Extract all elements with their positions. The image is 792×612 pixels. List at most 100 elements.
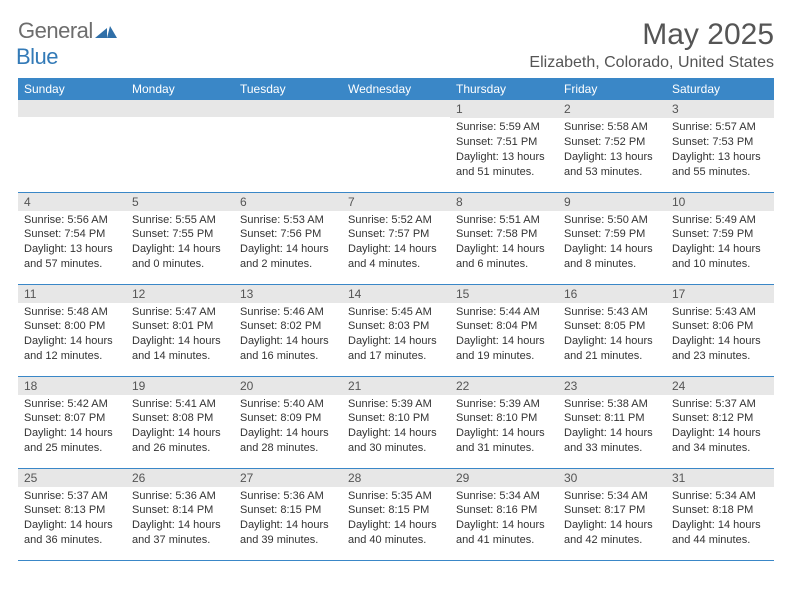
sunset-line: Sunset: 7:54 PM — [24, 227, 120, 242]
day-details: Sunrise: 5:43 AMSunset: 8:06 PMDaylight:… — [666, 303, 774, 368]
sunrise-line: Sunrise: 5:42 AM — [24, 397, 120, 412]
daylight-line: Daylight: 14 hours — [564, 426, 660, 441]
day-details: Sunrise: 5:39 AMSunset: 8:10 PMDaylight:… — [450, 395, 558, 460]
calendar-cell: 13Sunrise: 5:46 AMSunset: 8:02 PMDayligh… — [234, 284, 342, 376]
daylight-line: Daylight: 14 hours — [348, 242, 444, 257]
sunrise-line: Sunrise: 5:49 AM — [672, 213, 768, 228]
day-number: 25 — [18, 469, 126, 487]
calendar-cell: 26Sunrise: 5:36 AMSunset: 8:14 PMDayligh… — [126, 468, 234, 560]
weekday-header: Tuesday — [234, 78, 342, 100]
daylight-line: and 33 minutes. — [564, 441, 660, 456]
day-number — [342, 100, 450, 117]
sunset-line: Sunset: 8:00 PM — [24, 319, 120, 334]
calendar-cell — [126, 100, 234, 192]
daylight-line: Daylight: 14 hours — [672, 426, 768, 441]
sunrise-line: Sunrise: 5:48 AM — [24, 305, 120, 320]
daylight-line: and 25 minutes. — [24, 441, 120, 456]
sunrise-line: Sunrise: 5:36 AM — [240, 489, 336, 504]
day-number — [18, 100, 126, 117]
daylight-line: and 10 minutes. — [672, 257, 768, 272]
weekday-header-row: Sunday Monday Tuesday Wednesday Thursday… — [18, 78, 774, 100]
location: Elizabeth, Colorado, United States — [529, 54, 774, 72]
day-details: Sunrise: 5:36 AMSunset: 8:15 PMDaylight:… — [234, 487, 342, 552]
daylight-line: and 30 minutes. — [348, 441, 444, 456]
day-number: 22 — [450, 377, 558, 395]
daylight-line: and 44 minutes. — [672, 533, 768, 548]
week-row: 4 Sunrise: 5:56 AMSunset: 7:54 PM Daylight… — [18, 192, 774, 284]
sunrise-line: Sunrise: 5:43 AM — [672, 305, 768, 320]
daylight-line: and 14 minutes. — [132, 349, 228, 364]
sunset-line: Sunset: 7:55 PM — [132, 227, 228, 242]
daylight-line: and 6 minutes. — [456, 257, 552, 272]
sunrise-line: Sunrise: 5:56 AM — [24, 213, 120, 228]
day-number: 21 — [342, 377, 450, 395]
page: General Blue May 2025 Elizabeth, Colorad… — [0, 0, 792, 561]
day-number: 11 — [18, 285, 126, 303]
day-details: Sunrise: 5:46 AMSunset: 8:02 PMDaylight:… — [234, 303, 342, 368]
day-details — [234, 117, 342, 177]
sunrise-line: Sunrise: 5:41 AM — [132, 397, 228, 412]
day-details: Sunrise: 5:37 AMSunset: 8:13 PMDaylight:… — [18, 487, 126, 552]
calendar-cell: 25Sunrise: 5:37 AMSunset: 8:13 PMDayligh… — [18, 468, 126, 560]
daylight-line: and 8 minutes. — [564, 257, 660, 272]
weekday-header: Wednesday — [342, 78, 450, 100]
daylight-line: Daylight: 14 hours — [132, 334, 228, 349]
sunset-line: Sunset: 8:02 PM — [240, 319, 336, 334]
day-number: 26 — [126, 469, 234, 487]
sunrise-line: Sunrise: 5:55 AM — [132, 213, 228, 228]
day-number: 15 — [450, 285, 558, 303]
day-details: Sunrise: 5:45 AMSunset: 8:03 PMDaylight:… — [342, 303, 450, 368]
daylight-line: Daylight: 14 hours — [24, 518, 120, 533]
day-details — [126, 117, 234, 177]
calendar-cell: 21Sunrise: 5:39 AMSunset: 8:10 PMDayligh… — [342, 376, 450, 468]
day-details: Sunrise: 5:57 AMSunset: 7:53 PMDaylight:… — [666, 118, 774, 183]
calendar-cell: 6Sunrise: 5:53 AMSunset: 7:56 PMDaylight… — [234, 192, 342, 284]
calendar-cell: 17Sunrise: 5:43 AMSunset: 8:06 PMDayligh… — [666, 284, 774, 376]
sunrise-line: Sunrise: 5:58 AM — [564, 120, 660, 135]
daylight-line: and 42 minutes. — [564, 533, 660, 548]
sunset-line: Sunset: 7:53 PM — [672, 135, 768, 150]
day-details: Sunrise: 5:41 AMSunset: 8:08 PMDaylight:… — [126, 395, 234, 460]
daylight-line: Daylight: 14 hours — [672, 518, 768, 533]
day-details: Sunrise: 5:49 AMSunset: 7:59 PMDaylight:… — [666, 211, 774, 276]
sunset-line: Sunset: 8:01 PM — [132, 319, 228, 334]
daylight-line: and 55 minutes. — [672, 165, 768, 180]
sunrise-line: Sunrise: 5:39 AM — [456, 397, 552, 412]
calendar-cell: 16Sunrise: 5:43 AMSunset: 8:05 PMDayligh… — [558, 284, 666, 376]
sunset-line: Sunset: 8:10 PM — [456, 411, 552, 426]
calendar-cell: 2Sunrise: 5:58 AMSunset: 7:52 PMDaylight… — [558, 100, 666, 192]
sunrise-line: Sunrise: 5:34 AM — [564, 489, 660, 504]
day-number: 4 — [18, 193, 126, 211]
daylight-line: Daylight: 13 hours — [564, 150, 660, 165]
daylight-line: and 12 minutes. — [24, 349, 120, 364]
week-row: 1Sunrise: 5:59 AMSunset: 7:51 PMDaylight… — [18, 100, 774, 192]
day-number: 10 — [666, 193, 774, 211]
sunrise-line: Sunrise: 5:38 AM — [564, 397, 660, 412]
daylight-line: Daylight: 14 hours — [24, 334, 120, 349]
sunset-line: Sunset: 7:59 PM — [672, 227, 768, 242]
day-details: Sunrise: 5:34 AMSunset: 8:16 PMDaylight:… — [450, 487, 558, 552]
calendar-cell: 5Sunrise: 5:55 AMSunset: 7:55 PMDaylight… — [126, 192, 234, 284]
calendar-cell: 8Sunrise: 5:51 AMSunset: 7:58 PMDaylight… — [450, 192, 558, 284]
calendar-cell: 28Sunrise: 5:35 AMSunset: 8:15 PMDayligh… — [342, 468, 450, 560]
calendar-cell: 14Sunrise: 5:45 AMSunset: 8:03 PMDayligh… — [342, 284, 450, 376]
sunrise-line: Sunrise: 5:43 AM — [564, 305, 660, 320]
daylight-line: Daylight: 14 hours — [132, 242, 228, 257]
day-details: Sunrise: 5:51 AMSunset: 7:58 PMDaylight:… — [450, 211, 558, 276]
daylight-line: and 17 minutes. — [348, 349, 444, 364]
sunrise-line: Sunrise: 5:51 AM — [456, 213, 552, 228]
sunrise-line: Sunrise: 5:37 AM — [24, 489, 120, 504]
sunrise-line: Sunrise: 5:46 AM — [240, 305, 336, 320]
calendar-cell: 22Sunrise: 5:39 AMSunset: 8:10 PMDayligh… — [450, 376, 558, 468]
sunrise-line: Sunrise: 5:36 AM — [132, 489, 228, 504]
day-details: Sunrise: 5:50 AMSunset: 7:59 PMDaylight:… — [558, 211, 666, 276]
day-number: 16 — [558, 285, 666, 303]
sunset-line: Sunset: 8:18 PM — [672, 503, 768, 518]
day-number: 13 — [234, 285, 342, 303]
sunset-line: Sunset: 8:08 PM — [132, 411, 228, 426]
sunset-line: Sunset: 8:17 PM — [564, 503, 660, 518]
day-number: 9 — [558, 193, 666, 211]
daylight-line: and 28 minutes. — [240, 441, 336, 456]
calendar-cell: 20Sunrise: 5:40 AMSunset: 8:09 PMDayligh… — [234, 376, 342, 468]
day-number: 3 — [666, 100, 774, 118]
